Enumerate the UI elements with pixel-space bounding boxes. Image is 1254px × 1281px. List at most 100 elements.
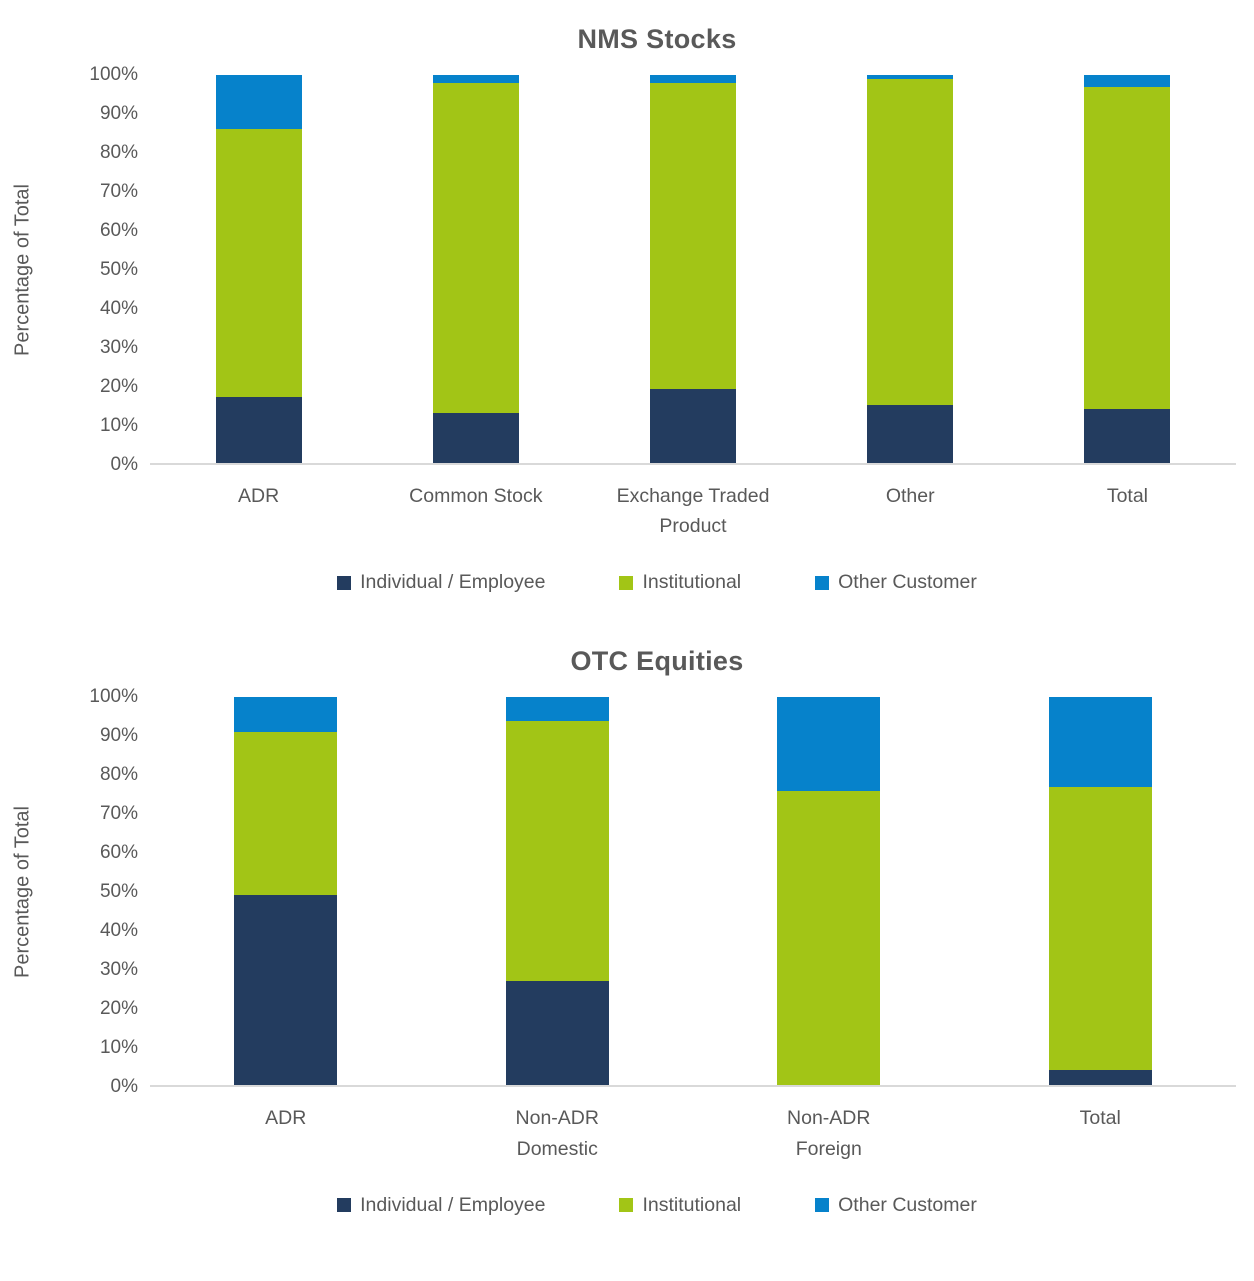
legend-swatch-icon — [815, 575, 830, 590]
bar-column — [150, 697, 422, 1086]
chart-body: Percentage of Total 0% 10% 20% 30% 40% 50% 60%… — [0, 64, 1254, 475]
bars-container — [150, 697, 1237, 1086]
bar-segment — [505, 720, 609, 981]
bar-segment — [432, 412, 519, 463]
x-category-label: Non-ADR Domestic — [422, 1103, 694, 1163]
x-category-label: ADR — [150, 481, 367, 541]
legend-item: Institutional — [619, 571, 741, 594]
y-tick-label: 30% — [99, 959, 138, 981]
x-category-label-text: ADR — [238, 485, 280, 507]
y-tick-label: 0% — [110, 1076, 138, 1098]
legend-label: Institutional — [642, 1193, 742, 1216]
x-category-label-text: Common Stock — [409, 485, 543, 507]
bar-segment — [215, 129, 302, 398]
bar-segment — [234, 732, 338, 896]
y-tick-label: 90% — [99, 725, 138, 747]
bar-segment — [1048, 1069, 1152, 1086]
bar-segment — [234, 895, 338, 1086]
y-axis-ticks: 0% 10% 20% 30% 40% 50% 60% 70% 80% 90% 100% — [46, 686, 150, 1097]
bar-segment — [867, 78, 954, 405]
chart-body: Percentage of Total 0% 10% 20% 30% 40% 50% 60%… — [0, 686, 1254, 1097]
y-axis-title: Percentage of Total — [11, 184, 34, 356]
chart-nms-stocks: NMS Stocks Percentage of Total 0% 10% 20% 3… — [0, 24, 1254, 594]
x-axis-labels: ADR Non-ADR Domestic Non-ADR Foreign Total — [150, 1103, 1236, 1163]
y-tick-label: 70% — [99, 181, 138, 202]
bar-segment — [1048, 697, 1152, 787]
y-tick-label: 70% — [99, 803, 138, 825]
legend-label: Other Customer — [838, 571, 977, 594]
bar-segment — [867, 75, 954, 79]
y-tick-label: 100% — [89, 64, 138, 85]
x-category-label: Total — [965, 1103, 1237, 1163]
legend-item: Individual / Employee — [337, 1194, 545, 1217]
y-tick-label: 50% — [99, 881, 138, 903]
bar-segment — [1084, 408, 1171, 463]
bar-segment — [1084, 86, 1171, 409]
x-category-label: ADR — [150, 1103, 422, 1163]
y-tick-label: 20% — [99, 998, 138, 1020]
legend: Individual / Employee Institutional Other … — [60, 1194, 1254, 1217]
legend-item: Institutional — [619, 1194, 741, 1217]
legend-swatch-icon — [619, 1198, 634, 1213]
bar-segment — [777, 790, 881, 1086]
x-category-label-text: Total — [1106, 485, 1149, 507]
chart-otc-equities: OTC Equities Percentage of Total 0% 10% 20… — [0, 646, 1254, 1216]
legend-label: Individual / Employee — [360, 1193, 546, 1216]
legend-label: Individual / Employee — [360, 571, 546, 594]
bar-column — [802, 75, 1019, 463]
y-tick-label: 60% — [99, 220, 138, 241]
legend-item: Other Customer — [815, 571, 977, 594]
legend-label: Institutional — [642, 571, 742, 594]
y-tick-label: 30% — [99, 337, 138, 358]
y-tick-label: 50% — [99, 259, 138, 280]
bar-segment — [1084, 75, 1171, 87]
legend-swatch-icon — [619, 575, 634, 590]
bar-segment — [1048, 786, 1152, 1070]
bar-column — [965, 697, 1237, 1086]
x-category-label-text: ADR — [265, 1107, 307, 1130]
bar-segment — [215, 397, 302, 463]
chart-title: OTC Equities — [570, 646, 744, 677]
legend-swatch-icon — [815, 1198, 830, 1213]
bar-segment — [777, 697, 881, 791]
y-tick-label: 60% — [99, 842, 138, 864]
x-category-label: Total — [1019, 481, 1236, 541]
y-tick-label: 90% — [99, 103, 138, 124]
x-category-label: Non-ADR Foreign — [693, 1103, 965, 1163]
legend-label: Other Customer — [838, 1193, 977, 1216]
bar-segment — [215, 75, 302, 130]
bar-segment — [505, 697, 609, 721]
y-tick-label: 100% — [89, 686, 138, 708]
bar-column — [150, 75, 367, 463]
x-category-label: Common Stock — [367, 481, 584, 541]
x-category-label-text: Non-ADR Foreign — [787, 1107, 871, 1160]
y-axis-title: Percentage of Total — [11, 806, 34, 979]
bar-segment — [650, 389, 736, 463]
x-category-label-text: Other — [885, 485, 935, 507]
legend: Individual / Employee Institutional Other … — [60, 571, 1254, 594]
x-category-label: Other — [802, 481, 1019, 541]
bar-segment — [867, 404, 954, 463]
bar-column — [422, 697, 694, 1086]
x-category-label-text: Exchange Traded Product — [616, 485, 770, 538]
bars-container — [150, 75, 1236, 463]
bar-segment — [432, 75, 519, 83]
x-category-label: Exchange Traded Product — [584, 481, 801, 541]
y-tick-label: 40% — [99, 920, 138, 942]
bar-segment — [650, 82, 736, 390]
y-tick-label: 0% — [110, 454, 138, 475]
x-axis-labels: ADR Common Stock Exchange Traded Product Ot… — [150, 481, 1236, 541]
chart-title: NMS Stocks — [577, 24, 737, 54]
x-category-label-text: Non-ADR Domestic — [515, 1107, 599, 1160]
bar-segment — [650, 75, 736, 83]
y-tick-label: 10% — [99, 415, 138, 436]
bar-column — [693, 697, 965, 1086]
bar-column — [367, 75, 584, 463]
bar-segment — [234, 697, 338, 733]
bar-column — [1019, 75, 1236, 463]
bar-segment — [505, 980, 609, 1086]
legend-swatch-icon — [337, 575, 352, 590]
y-tick-label: 40% — [99, 298, 138, 319]
legend-item: Individual / Employee — [337, 571, 545, 594]
